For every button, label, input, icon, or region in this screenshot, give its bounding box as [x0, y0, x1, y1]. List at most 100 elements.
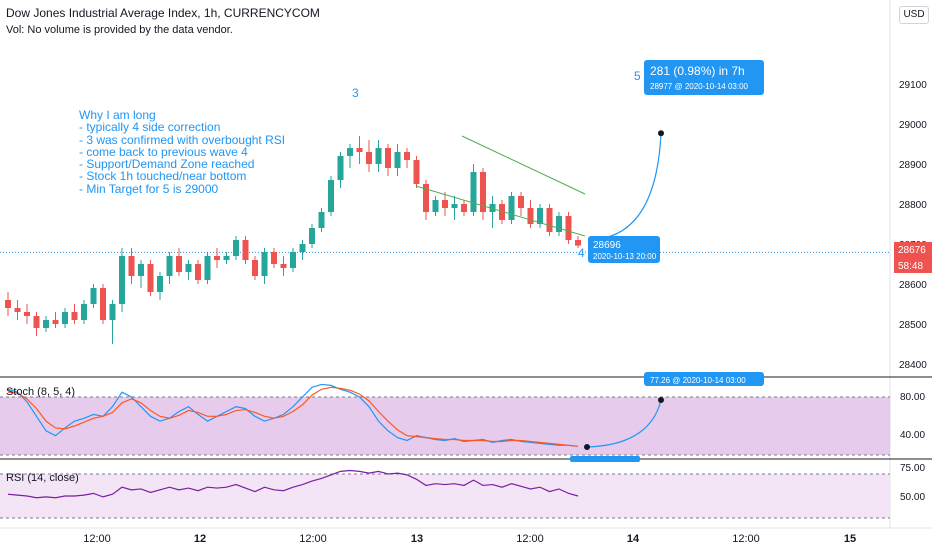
candle-body	[185, 264, 192, 272]
reason-line: Why I am long	[79, 108, 156, 122]
candle-body	[347, 148, 353, 156]
price-tick-label: 28400	[899, 360, 927, 371]
target-label-main: 281 (0.98%) in 7h	[650, 64, 745, 78]
candle-body	[223, 256, 230, 260]
candle-body	[280, 264, 287, 268]
candle-body	[556, 216, 562, 232]
reasons-annotation: Why I am long - typically 4 side correcti…	[79, 109, 285, 195]
time-tick-label: 13	[411, 533, 423, 545]
candle-body	[204, 256, 211, 280]
price-tick-label: 28500	[899, 320, 927, 331]
candle-body	[518, 196, 524, 208]
candle-body	[138, 264, 144, 276]
wave-3-label: 3	[352, 86, 359, 100]
stoch-band	[0, 397, 890, 455]
target-label-sub: 28977 @ 2020-10-14 03:00	[650, 82, 749, 91]
candle-body	[100, 288, 106, 320]
candle-body	[128, 256, 135, 276]
candle-body	[432, 200, 439, 212]
candle-body	[14, 308, 21, 312]
candle-body	[5, 300, 11, 308]
wedge-upper-line	[461, 135, 586, 195]
candle-body	[233, 240, 239, 256]
low-label-sub: 2020-10-13 20:00	[593, 252, 657, 261]
candle-body	[62, 312, 68, 324]
stoch-proj-start	[584, 444, 590, 450]
candle-body	[337, 156, 344, 180]
reason-line: - Min Target for 5 is 29000	[79, 181, 219, 196]
time-tick-label: 14	[627, 533, 640, 545]
stoch-target-label: 77.26 @ 2020-10-14 03:00	[650, 376, 746, 385]
candle-body	[318, 212, 325, 228]
currency-button[interactable]: USD	[899, 6, 929, 24]
candle-body	[575, 240, 581, 246]
wave-4-label: 4	[578, 246, 585, 260]
candle-body	[43, 320, 49, 328]
candle-body	[394, 152, 401, 168]
reason-line: - Support/Demand Zone reached	[79, 157, 255, 172]
candle-body	[214, 256, 220, 260]
candle-body	[176, 256, 182, 272]
close-price-tag	[894, 242, 932, 257]
candle-body	[404, 152, 410, 160]
stoch-d-line	[7, 386, 579, 447]
candle-body	[195, 264, 201, 280]
candle-body	[109, 304, 116, 320]
time-tick-label: 12:00	[299, 533, 327, 545]
countdown-tag	[894, 258, 932, 273]
stoch-proj-end	[658, 397, 664, 403]
candle-body	[508, 196, 515, 220]
candle-body	[356, 148, 363, 152]
candle-body	[451, 204, 458, 208]
candle-body	[252, 260, 258, 276]
rsi-line	[7, 469, 579, 499]
candle-body	[375, 148, 382, 164]
candle-body	[52, 320, 59, 324]
rsi-band	[0, 474, 890, 518]
candle-body	[309, 228, 315, 244]
rsi-tick-label: 75.00	[900, 463, 925, 474]
stoch-tick-label: 80.00	[900, 392, 925, 403]
candle-body	[24, 312, 30, 316]
low-label-main: 28696	[593, 240, 621, 251]
rsi-title: RSI (14, close)	[6, 472, 79, 484]
stoch-title: Stoch (8, 5, 4)	[6, 386, 75, 398]
candle-body	[328, 180, 334, 212]
candle-body	[565, 216, 572, 240]
stoch-low-box	[570, 456, 640, 462]
candle-body	[33, 316, 40, 328]
projection-curve	[592, 133, 662, 241]
candle-body	[271, 252, 277, 264]
candle-body	[537, 208, 543, 224]
candle-body	[119, 256, 125, 304]
candle-body	[261, 252, 268, 276]
candle-body	[157, 276, 163, 292]
candle-body	[366, 152, 372, 164]
candle-body	[299, 244, 306, 252]
price-tick-label: 28900	[899, 160, 927, 171]
low-label-box	[588, 236, 660, 263]
candle-body	[90, 288, 97, 304]
reason-line: - 3 was confirmed with overbought RSI	[79, 132, 286, 147]
candle-body	[442, 200, 448, 208]
candle-body	[423, 184, 429, 212]
price-tick-label: 28800	[899, 200, 927, 211]
candle-body	[461, 204, 467, 212]
close-price-tag-text: 28676	[898, 245, 926, 256]
stoch-projection-curve	[586, 399, 662, 448]
reason-line: - typically 4 side correction	[79, 120, 221, 135]
target-label-box	[644, 60, 764, 95]
reason-line: - Stock 1h touched/near bottom	[79, 169, 247, 184]
rsi-tick-label: 50.00	[900, 492, 925, 503]
price-tick-label: 29100	[899, 80, 927, 91]
volume-note: Vol: No volume is provided by the data v…	[6, 24, 233, 36]
reason-line: - come back to previous wave 4	[79, 144, 248, 159]
price-tick-label: 29000	[899, 120, 927, 131]
candle-body	[546, 208, 553, 232]
chart-title: Dow Jones Industrial Average Index, 1h, …	[6, 6, 320, 20]
time-tick-label: 12:00	[83, 533, 111, 545]
candle-body	[166, 256, 173, 276]
candle-body	[470, 172, 477, 212]
